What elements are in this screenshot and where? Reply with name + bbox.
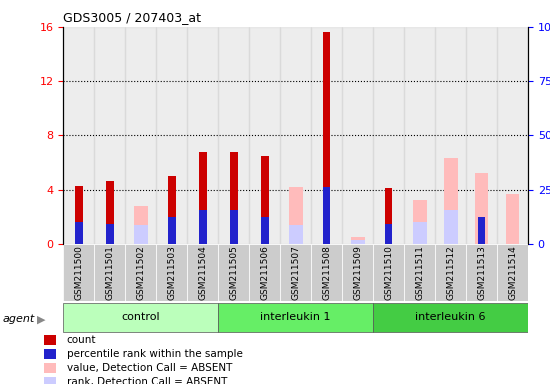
Text: GSM211505: GSM211505 <box>229 246 238 300</box>
Text: GSM211509: GSM211509 <box>353 246 362 300</box>
Bar <box>125 244 156 301</box>
Text: percentile rank within the sample: percentile rank within the sample <box>67 349 243 359</box>
Bar <box>63 303 218 333</box>
Text: GSM211504: GSM211504 <box>198 246 207 300</box>
Bar <box>280 27 311 244</box>
Bar <box>75 185 82 244</box>
Bar <box>289 187 302 244</box>
Bar <box>323 32 331 244</box>
Text: value, Detection Call = ABSENT: value, Detection Call = ABSENT <box>67 363 232 373</box>
Bar <box>280 244 311 301</box>
Text: rank, Detection Call = ABSENT: rank, Detection Call = ABSENT <box>67 377 227 384</box>
Bar <box>43 335 57 345</box>
Bar <box>342 27 373 244</box>
Bar <box>218 27 249 244</box>
Bar <box>261 156 268 244</box>
Bar <box>412 222 427 244</box>
Bar <box>168 176 175 244</box>
Bar <box>187 27 218 244</box>
Bar <box>94 244 125 301</box>
Bar <box>75 222 82 244</box>
Text: GSM211506: GSM211506 <box>260 246 269 300</box>
Bar <box>156 244 187 301</box>
Bar <box>168 217 175 244</box>
Bar <box>505 194 520 244</box>
Bar <box>466 244 497 301</box>
Bar <box>289 225 302 244</box>
Bar <box>249 244 280 301</box>
Text: count: count <box>67 335 96 345</box>
Bar <box>187 244 218 301</box>
Bar <box>106 182 114 244</box>
Text: control: control <box>122 312 160 322</box>
Bar <box>94 27 125 244</box>
Bar <box>443 159 458 244</box>
Bar <box>497 27 528 244</box>
Bar <box>435 244 466 301</box>
Bar <box>342 244 373 301</box>
Bar <box>43 377 57 384</box>
Bar <box>261 217 268 244</box>
Bar <box>43 363 57 373</box>
Bar <box>230 152 238 244</box>
Bar <box>249 27 280 244</box>
Text: GSM211513: GSM211513 <box>477 246 486 300</box>
Bar <box>373 303 528 333</box>
Bar <box>373 244 404 301</box>
Text: GSM211500: GSM211500 <box>74 246 83 300</box>
Bar <box>404 244 435 301</box>
Text: GSM211512: GSM211512 <box>446 246 455 300</box>
Text: GSM211511: GSM211511 <box>415 246 424 300</box>
Text: GSM211508: GSM211508 <box>322 246 331 300</box>
Text: GDS3005 / 207403_at: GDS3005 / 207403_at <box>63 11 201 24</box>
Text: interleukin 6: interleukin 6 <box>415 312 486 322</box>
Text: agent: agent <box>3 314 35 324</box>
Bar <box>477 217 486 244</box>
Bar <box>443 210 458 244</box>
Bar <box>384 223 393 244</box>
Bar <box>466 27 497 244</box>
Bar <box>497 244 528 301</box>
Bar <box>475 173 488 244</box>
Bar <box>404 27 435 244</box>
Bar <box>373 27 404 244</box>
Bar <box>435 27 466 244</box>
Bar <box>63 27 94 244</box>
Bar <box>199 152 207 244</box>
Bar <box>350 240 365 244</box>
Bar <box>199 210 207 244</box>
Bar <box>412 200 427 244</box>
Bar <box>106 223 114 244</box>
Bar <box>63 244 94 301</box>
Text: GSM211501: GSM211501 <box>105 246 114 300</box>
Bar <box>311 27 342 244</box>
Bar <box>311 244 342 301</box>
Text: GSM211507: GSM211507 <box>291 246 300 300</box>
Bar <box>230 210 238 244</box>
Bar <box>218 244 249 301</box>
Bar <box>218 303 373 333</box>
Text: GSM211514: GSM211514 <box>508 246 517 300</box>
Text: GSM211503: GSM211503 <box>167 246 176 300</box>
Bar <box>134 206 148 244</box>
Bar <box>134 225 148 244</box>
Bar <box>384 188 393 244</box>
Bar <box>323 187 331 244</box>
Text: ▶: ▶ <box>37 314 46 324</box>
Bar <box>350 237 365 244</box>
Bar <box>156 27 187 244</box>
Text: GSM211502: GSM211502 <box>136 246 145 300</box>
Bar <box>125 27 156 244</box>
Text: interleukin 1: interleukin 1 <box>260 312 331 322</box>
Text: GSM211510: GSM211510 <box>384 246 393 300</box>
Bar <box>43 349 57 359</box>
